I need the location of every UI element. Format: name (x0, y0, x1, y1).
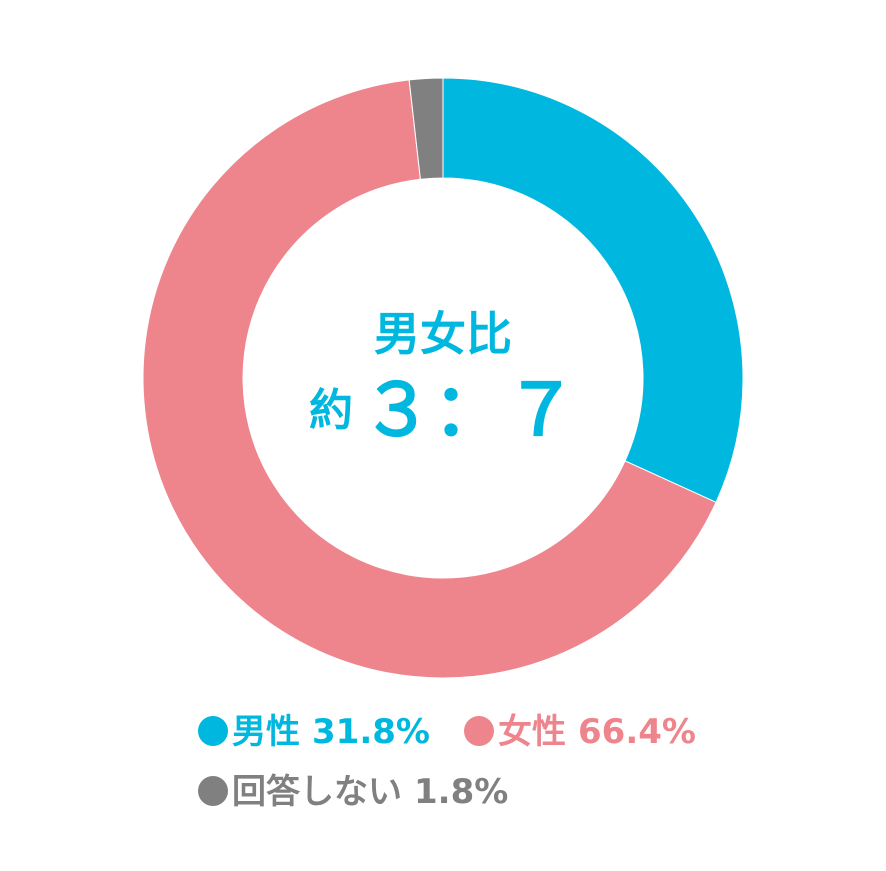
legend-dot-icon (198, 716, 228, 746)
legend-dot-icon (464, 716, 494, 746)
legend-item-no-answer: 回答しない 1.8% (198, 764, 508, 813)
legend-value: 1.8% (414, 772, 509, 812)
legend-label: 男性 (232, 712, 300, 752)
legend-label: 女性 (498, 712, 566, 752)
center-ratio: 約 ３：７ (0, 370, 886, 451)
donut-slice-1 (142, 79, 717, 679)
legend-item-male: 男性 31.8% (198, 704, 430, 753)
donut-slice-0 (442, 77, 744, 503)
ratio-value: ３：７ (360, 368, 577, 452)
legend-item-female: 女性 66.4% (464, 704, 696, 753)
legend-label: 回答しない (232, 772, 402, 812)
legend-value: 31.8% (312, 712, 430, 752)
donut-slice-2 (408, 77, 444, 180)
center-title: 男女比 (374, 307, 512, 361)
ratio-prefix: 約 (308, 385, 353, 436)
legend-dot-icon (198, 776, 228, 806)
legend-value: 66.4% (578, 712, 696, 752)
